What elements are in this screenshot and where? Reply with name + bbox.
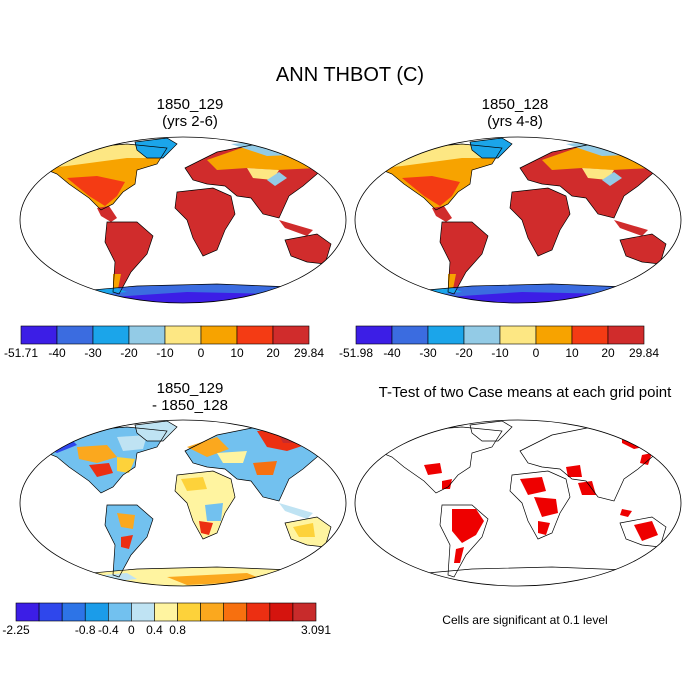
map-border — [354, 136, 682, 304]
colorbar-swatch — [92, 325, 130, 345]
colorbar-swatch — [499, 325, 537, 345]
colorbar-swatch — [154, 602, 178, 622]
colorbar-tick-label: -20 — [120, 346, 138, 360]
colorbar-1: -51.71 -40 -30 -20 -10 0 10 20 29.84 — [4, 325, 324, 360]
figure-title: ANN THBOT (C) — [275, 64, 425, 86]
colorbar-swatch — [131, 602, 155, 622]
panel-2-title-line1: 1850_128 — [481, 96, 549, 113]
colorbar-swatch — [571, 325, 609, 345]
colorbar-swatch — [463, 325, 501, 345]
colorbar-2: -51.98 -40 -30 -20 -10 0 10 20 29.84 — [339, 325, 659, 360]
australia — [620, 234, 666, 264]
colorbar-swatch — [20, 325, 58, 345]
colorbar-tick-label: 3.091 — [301, 623, 331, 637]
colorbar-swatch — [391, 325, 429, 345]
colorbar-swatch — [15, 602, 40, 622]
map-ocean — [355, 420, 681, 586]
colorbar-swatch — [236, 325, 274, 345]
colorbar-tick-label: -40 — [383, 346, 401, 360]
colorbar-swatch — [246, 602, 271, 622]
panel-3-title-line2: - 1850_128 — [152, 397, 228, 414]
colorbar-tick-label: 20 — [601, 346, 615, 360]
colorbar-tick-label: -40 — [48, 346, 66, 360]
colorbar-tick-label: 20 — [266, 346, 280, 360]
colorbar-tick-label: -0.4 — [98, 623, 119, 637]
colorbar-swatch — [269, 602, 294, 622]
africa — [175, 188, 235, 256]
colorbar-tick-label: -51.98 — [339, 346, 373, 360]
colorbar-swatch — [61, 602, 86, 622]
colorbar-tick-label: -0.8 — [75, 623, 96, 637]
colorbar-3: -2.25 -0.8 -0.4 0 0.4 0.8 3.091 — [2, 602, 331, 637]
map-border — [19, 136, 347, 304]
colorbar-swatch — [177, 602, 201, 622]
panel-2-title: 1850_128 (yrs 4-8) — [355, 96, 675, 130]
colorbar-swatch — [56, 325, 94, 345]
colorbar-swatch — [164, 325, 202, 345]
colorbar-tick-label: -10 — [156, 346, 174, 360]
colorbar-tick-label: -2.25 — [2, 623, 30, 637]
greenland — [135, 421, 177, 441]
colorbar-swatch — [607, 325, 645, 345]
panel-4-map — [354, 419, 682, 587]
greenland — [470, 138, 512, 158]
colorbar-swatch — [355, 325, 393, 345]
colorbar-swatch — [535, 325, 573, 345]
colorbar-swatch — [200, 602, 224, 622]
colorbar-tick-label: -20 — [455, 346, 473, 360]
colorbar-swatch — [292, 602, 317, 622]
australia — [285, 234, 331, 264]
africa — [510, 188, 570, 256]
colorbar-swatch — [84, 602, 109, 622]
colorbar-tick-label: -30 — [84, 346, 102, 360]
panel-1-map — [19, 136, 347, 304]
colorbar-tick-label: -10 — [491, 346, 509, 360]
panel-3-title: 1850_129 - 1850_128 — [30, 380, 350, 414]
map-border — [19, 419, 347, 587]
colorbar-tick-label: 0.8 — [169, 623, 186, 637]
panel-1-title-line1: 1850_129 — [156, 96, 224, 113]
colorbar-tick-label: 10 — [230, 346, 244, 360]
colorbar-tick-label: 0 — [198, 346, 205, 360]
coastlines — [373, 420, 681, 578]
colorbar-swatch — [427, 325, 465, 345]
colorbar-tick-label: 0 — [128, 623, 135, 637]
colorbar-swatch — [128, 325, 166, 345]
colorbar-tick-label: 10 — [565, 346, 579, 360]
panel-4-title: T-Test of two Case means at each grid po… — [378, 384, 672, 401]
colorbar-tick-label: 0 — [533, 346, 540, 360]
panel-1-title: 1850_129 (yrs 2-6) — [30, 96, 350, 130]
significance-note: Cells are significant at 0.1 level — [442, 613, 608, 627]
colorbar-tick-label: 0.4 — [146, 623, 163, 637]
colorbar-swatch — [200, 325, 238, 345]
panel-3-map — [19, 419, 347, 587]
colorbar-swatch — [272, 325, 310, 345]
map-border — [354, 419, 682, 587]
panel-2-map — [354, 136, 682, 304]
panel-1-title-line2: (yrs 2-6) — [162, 113, 218, 130]
colorbar-swatch — [108, 602, 132, 622]
colorbar-tick-label: 29.84 — [294, 346, 324, 360]
panel-3-title-line1: 1850_129 — [156, 380, 224, 397]
panel-2-title-line2: (yrs 4-8) — [487, 113, 543, 130]
colorbar-tick-label: -51.71 — [4, 346, 38, 360]
colorbar-tick-label: -30 — [419, 346, 437, 360]
greenland — [135, 138, 177, 158]
colorbar-tick-label: 29.84 — [629, 346, 659, 360]
colorbar-swatch — [38, 602, 63, 622]
colorbar-swatch — [223, 602, 248, 622]
